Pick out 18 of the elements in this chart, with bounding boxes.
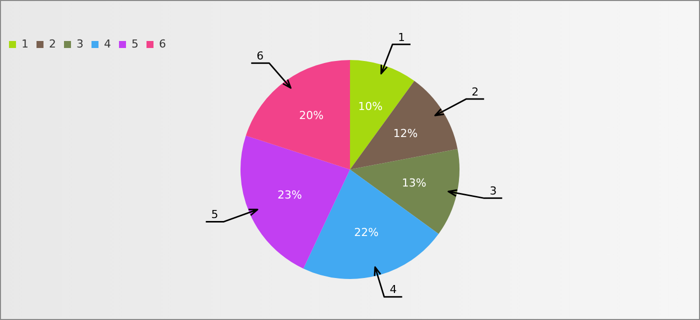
- data-label: 13%: [402, 176, 426, 190]
- slice-label: 3: [490, 184, 497, 198]
- data-label: 22%: [354, 226, 379, 239]
- slice-label: 2: [472, 85, 479, 98]
- slice-label: 5: [211, 208, 218, 222]
- slice-label: 6: [256, 49, 264, 62]
- data-label: 12%: [393, 127, 418, 140]
- legend-label: 4: [104, 37, 111, 50]
- legend-label: 3: [76, 37, 84, 50]
- legend-label: 1: [22, 37, 28, 50]
- legend-label: 2: [49, 37, 56, 50]
- data-label: 23%: [277, 188, 302, 202]
- slice-label: 4: [390, 283, 397, 296]
- legend-label: 5: [131, 37, 138, 50]
- data-label: 20%: [299, 109, 324, 122]
- slice-label: 1: [398, 30, 405, 44]
- legend-label: 6: [158, 37, 166, 50]
- data-label: 10%: [358, 100, 383, 113]
